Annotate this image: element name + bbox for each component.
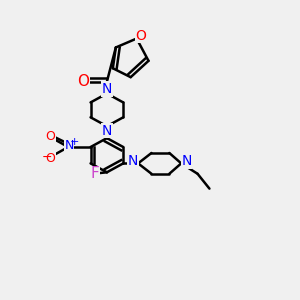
Text: O: O xyxy=(136,28,146,43)
Text: N: N xyxy=(102,82,112,96)
Text: N: N xyxy=(64,139,74,152)
Text: F: F xyxy=(90,166,99,181)
Text: O: O xyxy=(46,130,56,142)
Text: N: N xyxy=(182,154,192,168)
Text: O: O xyxy=(46,152,56,164)
Text: N: N xyxy=(128,154,138,168)
Text: +: + xyxy=(70,137,80,147)
Text: N: N xyxy=(102,124,112,138)
Text: O: O xyxy=(77,74,89,89)
Text: −: − xyxy=(41,151,52,164)
